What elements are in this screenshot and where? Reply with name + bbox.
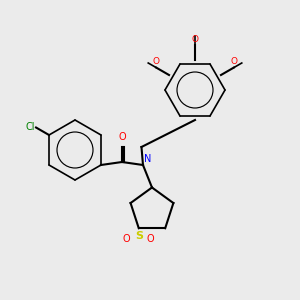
Text: N: N [145,154,152,164]
Text: S: S [135,231,143,241]
Text: O: O [118,133,126,142]
Text: Cl: Cl [25,122,34,133]
Text: O: O [230,57,238,66]
Text: O: O [152,57,160,66]
Text: O: O [147,234,154,244]
Text: O: O [123,234,130,244]
Text: O: O [191,34,199,43]
